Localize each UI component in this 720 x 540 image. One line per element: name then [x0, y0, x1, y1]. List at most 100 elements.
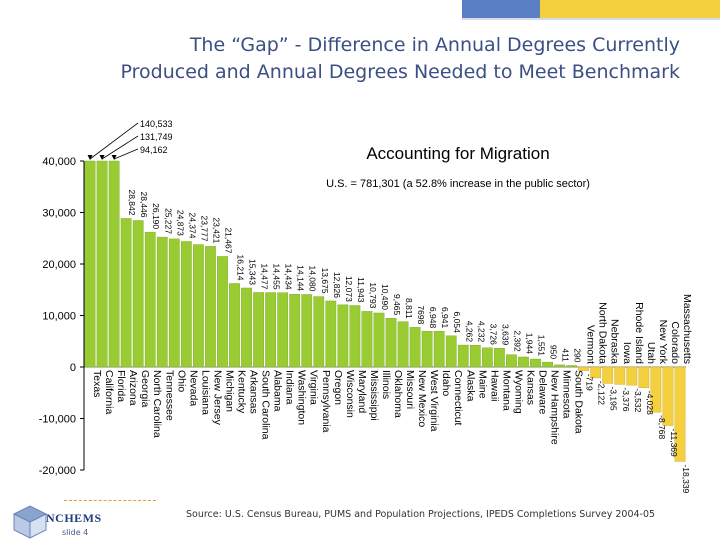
bar	[602, 366, 614, 384]
category-label: Louisiana	[199, 370, 211, 415]
bar	[626, 366, 638, 386]
header-accent-line	[462, 18, 720, 20]
category-label: Indiana	[284, 370, 296, 405]
category-label: Vermont	[585, 325, 597, 364]
value-label: 16,214	[236, 254, 246, 280]
category-label: Arkansas	[248, 370, 260, 414]
value-label: 13,675	[320, 268, 330, 294]
bar	[481, 347, 493, 368]
category-label: Massachusetts	[681, 294, 693, 364]
value-label: 1,551	[537, 335, 547, 357]
category-label: Iowa	[621, 342, 633, 364]
bar	[638, 366, 650, 388]
category-label: Delaware	[537, 370, 549, 415]
value-label: 14,080	[308, 265, 318, 291]
value-label: 23,777	[199, 216, 209, 242]
y-tick-label: -10,000	[39, 414, 76, 426]
value-label: 24,873	[175, 210, 185, 236]
slide-title-line2: Produced and Annual Degrees Needed to Me…	[120, 61, 680, 83]
bar	[349, 305, 361, 368]
bar	[253, 292, 264, 368]
category-label: New Hampshire	[549, 370, 561, 445]
bar	[337, 304, 349, 368]
header-accent-yellow	[540, 0, 720, 18]
bar	[217, 256, 228, 368]
callout-value-label: 131,749	[140, 132, 173, 142]
value-label: 23,421	[211, 217, 221, 243]
category-label: Illinois	[380, 370, 392, 399]
bar	[518, 356, 529, 368]
bar	[554, 364, 565, 368]
logo-divider	[64, 500, 156, 501]
category-label: Rhode Island	[633, 302, 645, 364]
bar	[433, 331, 445, 368]
value-label: -4,028	[645, 391, 655, 415]
value-label: 12,073	[344, 276, 354, 302]
category-label: New York	[657, 320, 669, 365]
bar	[144, 231, 156, 368]
bar	[421, 331, 433, 368]
logo-text: NCHEMS	[46, 511, 102, 525]
large-value-callouts: 140,533 131,749 94,162	[87, 119, 173, 160]
bar	[180, 241, 192, 368]
bar	[385, 318, 397, 368]
bar	[96, 160, 108, 368]
bar	[325, 300, 337, 368]
value-label: 411	[561, 348, 571, 362]
category-label: New Mexico	[416, 370, 428, 427]
value-label: 11,943	[356, 277, 366, 303]
category-label: West Virginia	[428, 370, 440, 432]
bar	[108, 160, 120, 368]
category-label: Mississippi	[368, 370, 380, 421]
category-label: Montana	[500, 370, 512, 411]
value-label: -8,768	[657, 415, 667, 439]
value-labels: 28,842 28,446 26,190 25,227 24,873 24,374 23,7…	[127, 189, 691, 493]
value-label: 14,455	[272, 264, 282, 290]
bar	[156, 236, 168, 368]
category-label: Oklahoma	[392, 370, 404, 418]
category-label: Pennsylvania	[320, 370, 332, 433]
category-label: Maryland	[356, 370, 368, 413]
value-label: 28,446	[139, 192, 149, 218]
category-label: Hawaii	[488, 370, 500, 402]
bar	[229, 283, 240, 368]
bar	[614, 366, 626, 385]
callout-value-label: 94,162	[140, 145, 168, 155]
value-label: 25,227	[163, 208, 173, 234]
value-label: 2,392	[512, 330, 522, 352]
callout-arrowhead	[111, 155, 117, 160]
value-label: 10,490	[380, 284, 390, 310]
bar	[265, 292, 276, 368]
category-label: Idaho	[440, 370, 452, 396]
category-label: Minnesota	[561, 370, 573, 419]
value-label: 14,144	[296, 265, 306, 291]
value-label: -3,195	[609, 386, 619, 410]
value-label: 4,262	[464, 321, 474, 343]
value-label: 24,374	[187, 212, 197, 238]
bar	[469, 345, 481, 368]
y-tick-label: 0	[70, 362, 76, 374]
category-label: California	[103, 370, 115, 415]
category-label: Virginia	[308, 370, 320, 405]
slide-title: The “Gap” - Difference in Annual Degrees…	[20, 32, 680, 86]
bar	[241, 287, 252, 368]
category-label: Kentucky	[236, 370, 248, 414]
value-label: -3,376	[621, 387, 631, 411]
bar	[361, 311, 373, 368]
value-label: 6,054	[452, 312, 462, 334]
value-label: 15,343	[248, 259, 258, 285]
value-label: -719	[585, 374, 595, 391]
value-label: 1,944	[524, 333, 534, 355]
slide-number: slide 4	[62, 528, 89, 537]
callout-line	[89, 122, 139, 160]
value-label: 8,811	[404, 298, 414, 319]
y-tick-label: 10,000	[42, 311, 76, 323]
category-labels: Texas California Florida Arizona Georgia Nort…	[91, 294, 693, 445]
bar	[578, 366, 590, 371]
value-label: 12,826	[332, 272, 342, 298]
category-label: Texas	[91, 370, 103, 397]
bar	[445, 335, 457, 368]
source-note: Source: U.S. Census Bureau, PUMS and Pop…	[186, 509, 656, 520]
value-label: -2,122	[597, 381, 607, 405]
